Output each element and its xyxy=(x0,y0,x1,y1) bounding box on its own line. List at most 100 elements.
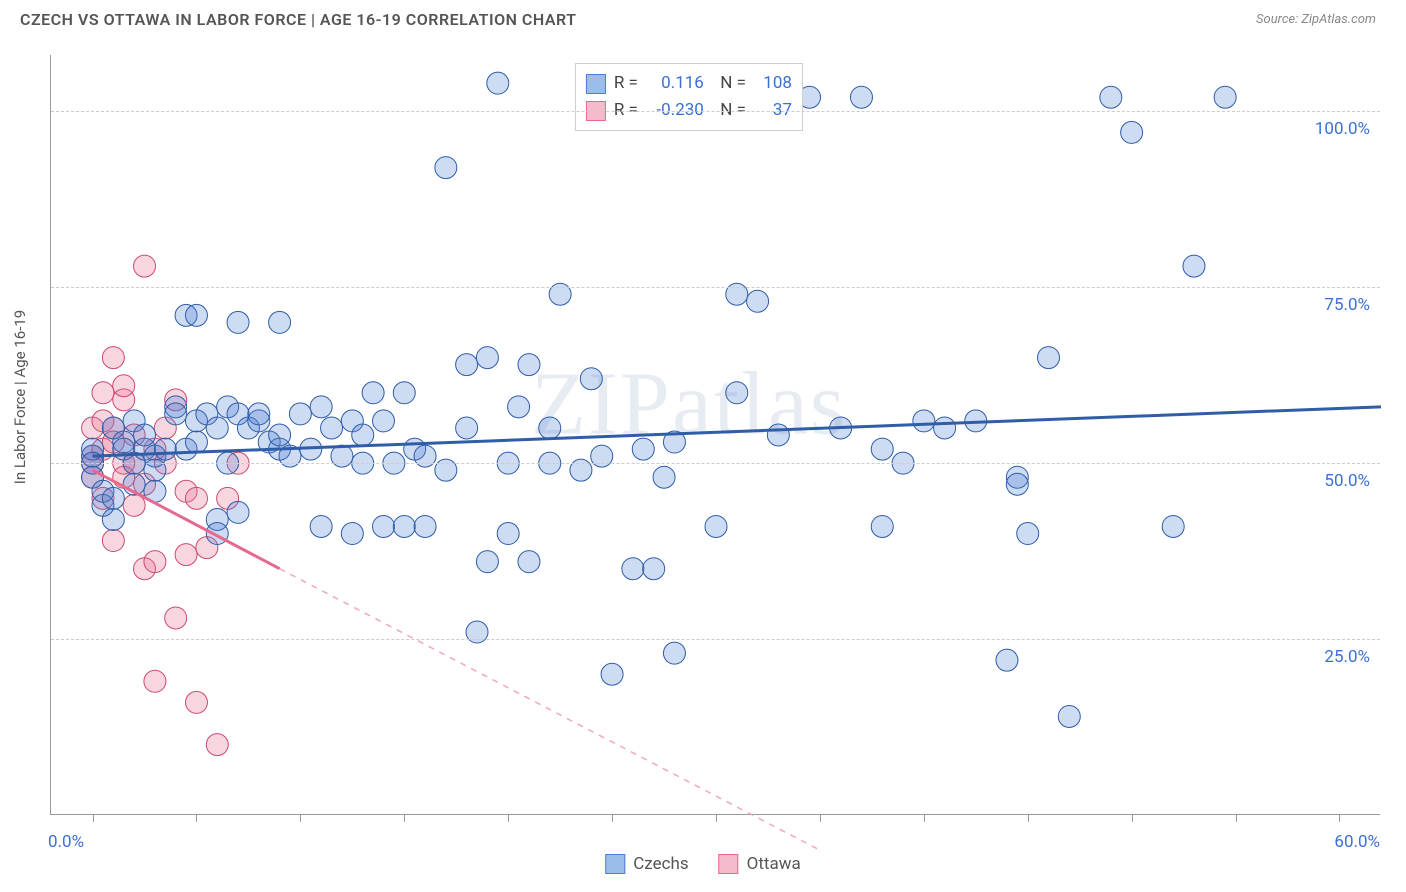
data-point xyxy=(393,382,415,404)
gridline xyxy=(51,463,1380,464)
y-axis-title: In Labor Force | Age 16-19 xyxy=(11,309,29,483)
ytick-label: 50.0% xyxy=(1324,471,1370,491)
data-point xyxy=(227,501,249,523)
data-point xyxy=(476,347,498,369)
data-point xyxy=(456,354,478,376)
data-point xyxy=(653,466,675,488)
scatter-svg xyxy=(51,55,1380,814)
n-czechs: 108 xyxy=(754,70,792,97)
data-point xyxy=(352,424,374,446)
data-point xyxy=(1038,347,1060,369)
data-point xyxy=(601,663,623,685)
label-ottawa: Ottawa xyxy=(747,854,801,874)
data-point xyxy=(269,424,291,446)
chart-plot-area: In Labor Force | Age 16-19 ZIPatlas R = … xyxy=(50,55,1380,815)
data-point xyxy=(913,410,935,432)
data-point xyxy=(102,530,124,552)
data-point xyxy=(487,72,509,94)
data-point xyxy=(310,396,332,418)
data-point xyxy=(393,515,415,537)
ytick-label: 75.0% xyxy=(1324,295,1370,315)
data-point xyxy=(705,515,727,537)
data-point xyxy=(362,382,384,404)
data-point xyxy=(871,515,893,537)
legend-series: Czechs Ottawa xyxy=(605,854,801,874)
data-point xyxy=(580,368,602,390)
legend-item-czechs: Czechs xyxy=(605,854,688,874)
data-point xyxy=(1017,523,1039,545)
data-point xyxy=(1162,515,1184,537)
data-point xyxy=(289,403,311,425)
data-point xyxy=(92,382,114,404)
data-point xyxy=(165,403,187,425)
data-point xyxy=(341,523,363,545)
data-point xyxy=(154,438,176,460)
gridline xyxy=(51,111,1380,112)
data-point xyxy=(871,438,893,460)
data-point xyxy=(508,396,530,418)
data-point xyxy=(497,523,519,545)
data-point xyxy=(102,487,124,509)
xtick xyxy=(404,814,405,822)
data-point xyxy=(206,417,228,439)
xtick xyxy=(1236,814,1237,822)
data-point xyxy=(1058,705,1080,727)
data-point xyxy=(185,304,207,326)
data-point xyxy=(144,551,166,573)
data-point xyxy=(1006,473,1028,495)
data-point xyxy=(632,438,654,460)
data-point xyxy=(518,551,540,573)
data-point xyxy=(539,417,561,439)
data-point xyxy=(269,311,291,333)
data-point xyxy=(321,417,343,439)
xtick xyxy=(196,814,197,822)
source-credit: Source: ZipAtlas.com xyxy=(1256,12,1376,27)
trend-line xyxy=(280,569,820,850)
data-point xyxy=(206,734,228,756)
data-point xyxy=(726,382,748,404)
data-point xyxy=(1121,121,1143,143)
data-point xyxy=(435,157,457,179)
swatch-ottawa-b xyxy=(719,854,739,874)
chart-title: CZECH VS OTTAWA IN LABOR FORCE | AGE 16-… xyxy=(20,10,577,29)
data-point xyxy=(373,410,395,432)
x-max-label: 60.0% xyxy=(1334,832,1380,852)
swatch-czechs-b xyxy=(605,854,625,874)
legend-item-ottawa: Ottawa xyxy=(719,854,801,874)
data-point xyxy=(747,290,769,312)
data-point xyxy=(456,417,478,439)
data-point xyxy=(414,515,436,537)
xtick xyxy=(820,814,821,822)
data-point xyxy=(144,670,166,692)
xtick xyxy=(612,814,613,822)
data-point xyxy=(518,354,540,376)
legend-stats: R = 0.116 N = 108 R = -0.230 N = 37 xyxy=(575,63,803,131)
gridline xyxy=(51,639,1380,640)
data-point xyxy=(185,691,207,713)
gridline xyxy=(51,287,1380,288)
label-czechs: Czechs xyxy=(633,854,688,874)
data-point xyxy=(248,403,270,425)
data-point xyxy=(1100,86,1122,108)
data-point xyxy=(102,347,124,369)
xtick xyxy=(508,814,509,822)
data-point xyxy=(1214,86,1236,108)
data-point xyxy=(134,424,156,446)
data-point xyxy=(643,558,665,580)
data-point xyxy=(113,375,135,397)
xtick xyxy=(1132,814,1133,822)
x-min-label: 0.0% xyxy=(48,832,84,852)
data-point xyxy=(185,487,207,509)
data-point xyxy=(767,424,789,446)
data-point xyxy=(850,86,872,108)
xtick xyxy=(1339,814,1340,822)
legend-row-czechs: R = 0.116 N = 108 xyxy=(586,70,792,97)
data-point xyxy=(310,515,332,537)
data-point xyxy=(373,515,395,537)
data-point xyxy=(165,607,187,629)
xtick xyxy=(924,814,925,822)
data-point xyxy=(102,508,124,530)
data-point xyxy=(134,255,156,277)
data-point xyxy=(622,558,644,580)
xtick xyxy=(1028,814,1029,822)
